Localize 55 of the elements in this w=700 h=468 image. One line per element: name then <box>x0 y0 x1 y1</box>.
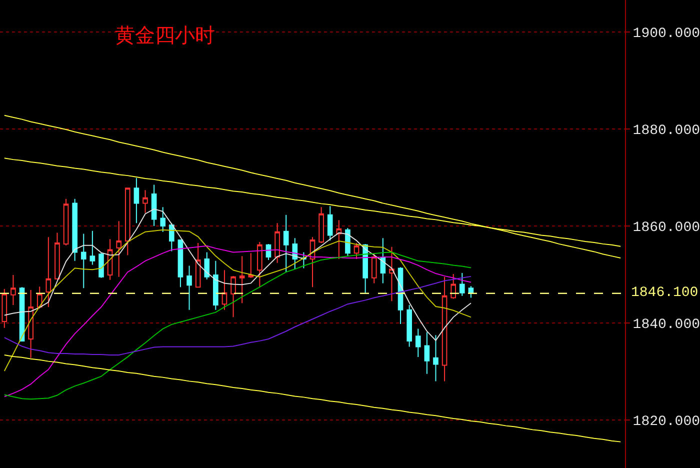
y-tick-label: 1880.000 <box>632 122 700 139</box>
candlestick <box>169 222 174 252</box>
candlestick <box>124 188 130 256</box>
candlestick <box>424 332 430 374</box>
line-series <box>4 276 472 356</box>
candlestick <box>450 274 456 300</box>
candlestick <box>257 242 262 288</box>
y-tick-label: 1840.000 <box>632 316 700 333</box>
candlestick <box>116 220 122 278</box>
candlestick <box>389 246 394 302</box>
line-series <box>4 229 472 372</box>
candlestick <box>274 222 280 264</box>
candlestick <box>371 252 377 284</box>
candlestick <box>142 190 148 214</box>
candlestick <box>204 252 210 280</box>
line-series <box>4 208 472 341</box>
candlestick <box>134 177 140 224</box>
candlestick <box>318 206 324 244</box>
candlestick <box>72 198 78 262</box>
candlestick <box>345 227 350 257</box>
candlestick <box>80 233 86 289</box>
text: 黄金四小时 <box>115 23 215 47</box>
y-tick-label: 1820.000 <box>632 414 700 430</box>
y-tick-label: 1900.000 <box>632 26 700 42</box>
candlestick <box>415 328 421 358</box>
candlestick <box>10 274 16 306</box>
candlestick <box>230 275 236 318</box>
candlestick <box>327 206 333 242</box>
candlestick <box>239 256 245 304</box>
candlestick <box>28 290 34 358</box>
candlestick <box>222 270 228 310</box>
candlestick <box>90 230 96 266</box>
candlestick <box>178 240 184 288</box>
line-series <box>4 114 622 259</box>
candlestick <box>98 252 104 278</box>
candlestick <box>186 265 192 310</box>
y-tick-label: 1860.000 <box>632 220 700 236</box>
candlestick <box>151 184 157 226</box>
candlestick <box>46 236 52 308</box>
candlestick <box>433 334 438 382</box>
candlestick <box>160 206 166 232</box>
candlestick <box>459 272 465 296</box>
candlestick <box>54 232 60 280</box>
candlestick <box>213 260 218 310</box>
candlestick <box>336 220 342 260</box>
candlestick <box>195 242 201 288</box>
candlestick <box>63 198 69 246</box>
candlestick <box>283 214 289 273</box>
candlestick <box>248 252 254 278</box>
candlestick <box>406 304 412 348</box>
candlestick <box>380 238 386 284</box>
ref-line-label: 1846.100 <box>631 285 698 301</box>
candlestick <box>354 242 360 260</box>
line-series <box>4 354 622 442</box>
candlestick <box>442 276 448 382</box>
